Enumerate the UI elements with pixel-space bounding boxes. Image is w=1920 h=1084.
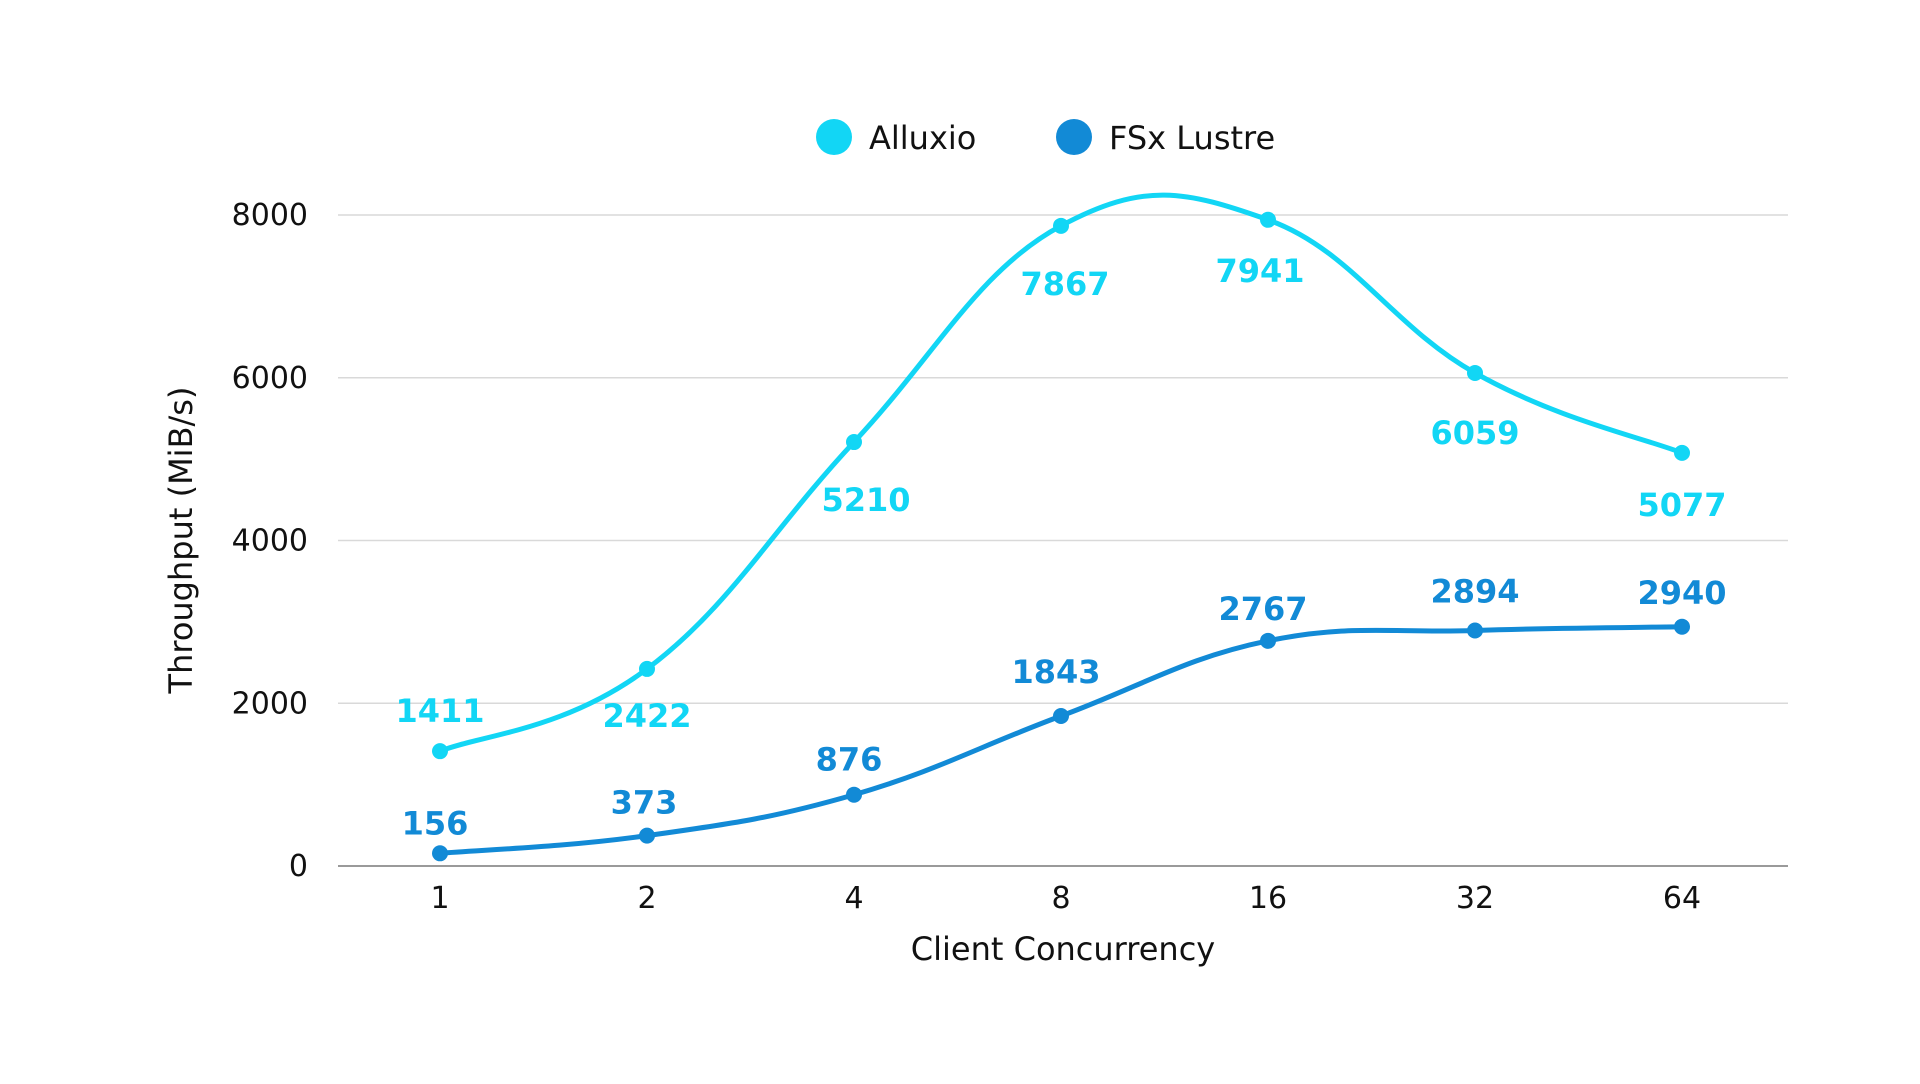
alluxio-point	[1674, 444, 1690, 461]
alluxio-data-label: 7867	[1020, 265, 1109, 303]
alluxio-data-label: 7941	[1215, 252, 1304, 290]
alluxio-legend-marker	[816, 119, 852, 155]
alluxio-data-label: 1411	[395, 692, 484, 730]
fsx-lustre-data-label: 2894	[1430, 573, 1519, 611]
alluxio-point	[1467, 364, 1483, 381]
alluxio-point	[1260, 211, 1276, 228]
fsx-lustre-point	[1260, 632, 1276, 649]
x-tick-label: 1	[430, 881, 449, 916]
x-tick-label: 16	[1249, 881, 1287, 916]
x-tick-label: 2	[637, 881, 656, 916]
alluxio-point	[1053, 217, 1069, 234]
fsx-lustre-point	[1467, 622, 1483, 639]
x-tick-label: 32	[1456, 881, 1494, 916]
fsx-lustre-data-label: 1843	[1011, 653, 1100, 691]
y-axis-title: Throughput (MiB/s)	[162, 387, 200, 695]
axis-layer: 0 2000 4000 6000 8000 1 2 4 8 16 32 64 Client Concur…	[162, 198, 1701, 968]
legend: Alluxio FSx Lustre	[816, 119, 1275, 157]
fsx-lustre-point	[846, 786, 862, 803]
fsx-lustre-point	[432, 845, 448, 862]
alluxio-data-label: 5077	[1637, 486, 1726, 524]
fsx-lustre-data-label: 2940	[1637, 574, 1726, 612]
y-tick-label: 2000	[232, 686, 308, 721]
fsx-lustre-point	[1053, 708, 1069, 725]
x-tick-label: 64	[1663, 881, 1701, 916]
y-tick-label: 8000	[232, 198, 308, 233]
data-label-layer: 1411 2422 5210 7867 7941 6059 5077 156 373 876 184…	[395, 252, 1726, 843]
fsx-lustre-point	[639, 827, 655, 844]
fsx-lustre-data-label: 876	[816, 741, 883, 779]
fsx-lustre-point	[1674, 618, 1690, 635]
fsx-lustre-legend-label: FSx Lustre	[1109, 119, 1275, 157]
y-tick-label: 6000	[232, 361, 308, 396]
alluxio-data-label: 5210	[821, 481, 910, 519]
series-layer	[432, 192, 1690, 862]
alluxio-legend-label: Alluxio	[869, 119, 976, 157]
alluxio-data-label: 2422	[602, 697, 691, 735]
alluxio-point	[846, 434, 862, 451]
fsx-lustre-data-label: 2767	[1218, 590, 1307, 628]
alluxio-point	[639, 660, 655, 677]
fsx-lustre-data-label: 373	[611, 784, 678, 822]
grid-layer	[338, 214, 1788, 867]
alluxio-data-label: 6059	[1430, 414, 1519, 452]
alluxio-point	[432, 743, 448, 760]
x-tick-label: 8	[1051, 881, 1070, 916]
fsx-lustre-legend-marker	[1056, 119, 1092, 155]
y-tick-label: 4000	[232, 524, 308, 559]
fsx-lustre-data-label: 156	[402, 804, 469, 842]
y-tick-label: 0	[289, 849, 308, 884]
x-tick-label: 4	[844, 881, 863, 916]
x-axis-title: Client Concurrency	[911, 930, 1215, 968]
